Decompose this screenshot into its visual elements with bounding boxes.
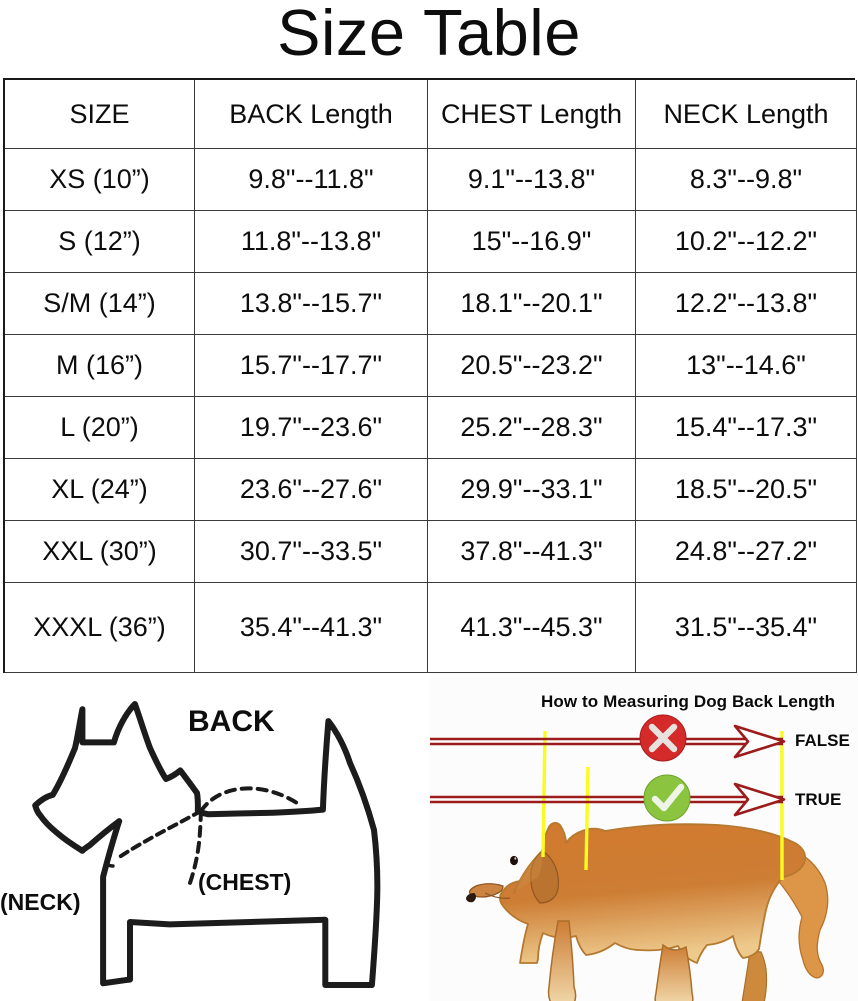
svg-text:TRUE: TRUE xyxy=(795,790,841,809)
svg-text:FALSE: FALSE xyxy=(795,731,850,750)
